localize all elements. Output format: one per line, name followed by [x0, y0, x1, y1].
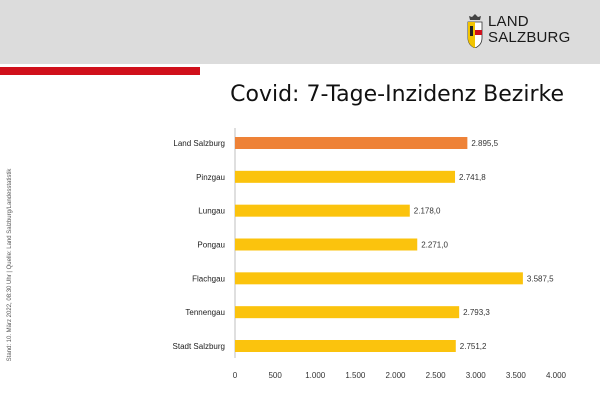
- logo-text: LAND SALZBURG: [488, 14, 570, 46]
- x-tick-label: 1.000: [305, 371, 326, 380]
- category-label: Land Salzburg: [173, 139, 225, 148]
- page-title: Covid: 7-Tage-Inzidenz Bezirke: [230, 82, 564, 107]
- accent-red-bar: [0, 67, 200, 75]
- x-tick-label: 2.000: [385, 371, 406, 380]
- value-label: 2.178,0: [414, 207, 441, 216]
- x-tick-label: 4.000: [546, 371, 567, 380]
- bar: [235, 272, 523, 285]
- category-label: Pongau: [197, 241, 225, 250]
- bar: [235, 238, 418, 251]
- category-label: Flachgau: [192, 274, 225, 283]
- bar: [235, 204, 410, 217]
- x-tick-label: 0: [233, 371, 238, 380]
- value-label: 2.751,2: [460, 342, 487, 351]
- x-tick-label: 500: [268, 371, 282, 380]
- logo-line-land: LAND: [488, 13, 529, 30]
- value-label: 2.895,5: [471, 139, 498, 148]
- x-tick-label: 3.500: [506, 371, 527, 380]
- bar: [235, 137, 468, 149]
- value-label: 2.793,3: [463, 308, 490, 317]
- value-label: 2.741,8: [459, 173, 486, 182]
- header-band: [0, 0, 600, 64]
- bar: [235, 170, 456, 183]
- category-label: Tennengau: [185, 308, 225, 317]
- category-label: Lungau: [198, 207, 225, 216]
- x-tick-label: 2.500: [426, 371, 447, 380]
- x-tick-label: 3.000: [466, 371, 487, 380]
- logo-line-salzburg: SALZBURG: [488, 29, 571, 46]
- x-tick-label: 1.500: [345, 371, 366, 380]
- value-label: 2.271,0: [421, 241, 448, 250]
- bar: [235, 340, 456, 352]
- value-label: 3.587,5: [527, 274, 554, 283]
- salzburg-coat-of-arms-icon: [467, 14, 483, 48]
- category-label: Stadt Salzburg: [173, 342, 225, 351]
- bar: [235, 306, 460, 319]
- land-salzburg-logo: LAND SALZBURG: [466, 14, 590, 52]
- category-label: Pinzgau: [196, 173, 225, 182]
